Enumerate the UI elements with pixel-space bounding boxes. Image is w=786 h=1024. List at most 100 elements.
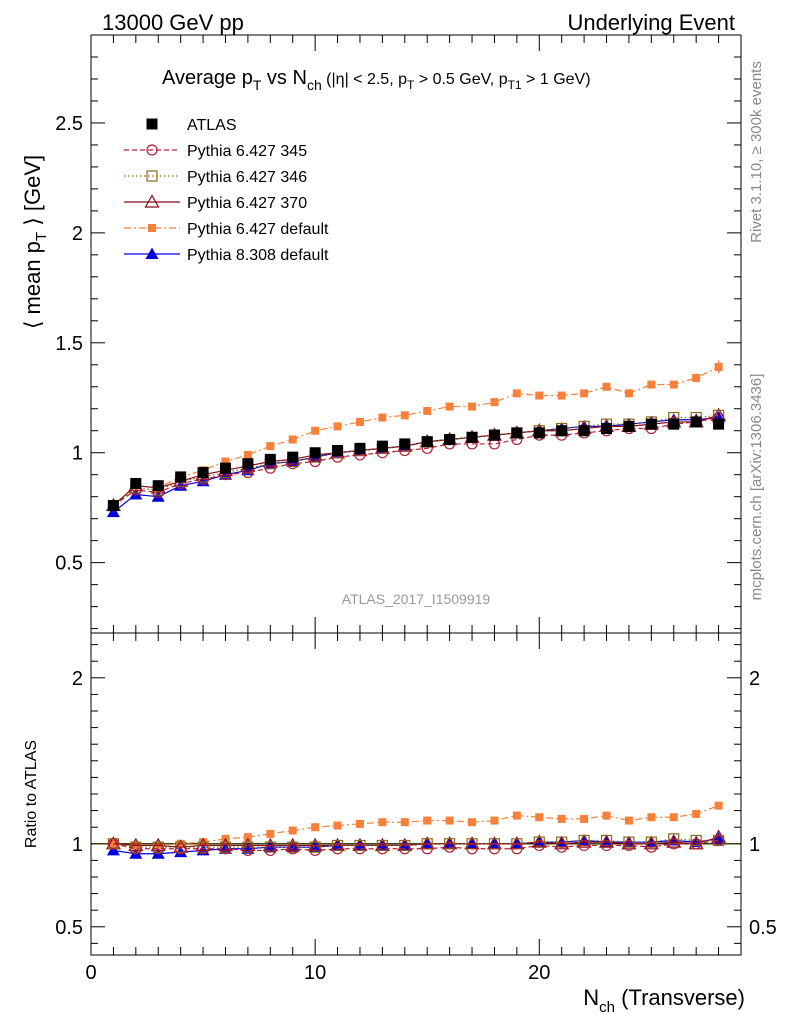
ratio-point — [532, 835, 546, 848]
main-y-tick-label: 2.5 — [55, 113, 83, 135]
ratio-point — [445, 816, 454, 825]
main-point — [197, 467, 209, 479]
ratio-point — [175, 843, 187, 855]
ratio-point — [400, 818, 409, 827]
legend-label: Pythia 6.427 345 — [187, 143, 307, 160]
ratio-point — [421, 843, 433, 855]
ratio-point — [624, 816, 633, 825]
ratio-point — [602, 811, 611, 820]
legend-label: ATLAS — [187, 117, 237, 134]
legend-label: Pythia 6.427 346 — [187, 169, 307, 186]
legend-item-atlas: ATLAS — [146, 117, 237, 134]
ratio-point — [333, 821, 342, 830]
main-line-pythia-6-427-default — [113, 366, 719, 506]
ratio-axis-ticks: 0.5 0.5 1 1 2 2 — [55, 644, 777, 944]
legend-item-pythia-8-308-default: Pythia 8.308 default — [124, 247, 329, 264]
ratio-point — [668, 838, 680, 850]
ratio-y-tick-label-right: 1 — [749, 834, 760, 856]
main-point — [355, 417, 364, 426]
main-point — [714, 362, 723, 371]
ratio-point — [444, 838, 456, 850]
main-point — [490, 398, 499, 407]
ratio-point — [621, 836, 637, 850]
main-point — [288, 435, 297, 444]
main-series-atlas — [107, 416, 725, 511]
ratio-point — [354, 839, 366, 852]
header-right: Underlying Event — [567, 10, 735, 35]
ratio-point — [174, 845, 188, 858]
main-point — [690, 416, 702, 428]
ratio-point — [578, 839, 590, 852]
main-point — [354, 442, 366, 454]
ratio-point — [465, 837, 479, 849]
x-axis-label: Nch (Transverse) — [583, 985, 745, 1016]
ratio-point — [331, 838, 345, 851]
ratio-point — [288, 826, 297, 835]
main-line-pythia-6-427-346 — [113, 414, 719, 506]
ratio-point — [399, 839, 411, 852]
ratio-series-layer — [91, 801, 741, 859]
ratio-point — [666, 834, 682, 848]
ratio-point — [399, 843, 411, 855]
main-point — [601, 423, 613, 435]
main-point — [512, 389, 521, 398]
ratio-point — [466, 838, 478, 850]
main-point — [488, 429, 500, 441]
main-point — [400, 411, 409, 420]
main-title: Average pT vs Nch (|η| < 2.5, pT > 0.5 G… — [162, 67, 591, 93]
main-y-axis-label: ⟨ mean pT ⟩ [GeV] — [20, 155, 50, 329]
main-point — [668, 418, 680, 430]
ratio-point — [511, 843, 523, 855]
ratio-point — [487, 837, 501, 849]
ratio-point — [398, 838, 412, 851]
ratio-point — [557, 814, 566, 823]
ratio-point — [264, 844, 276, 857]
main-point — [421, 436, 433, 448]
x-axis-ticks: 0 10 20 — [85, 35, 742, 984]
main-point — [243, 450, 252, 459]
ratio-point — [420, 837, 434, 849]
ratio-point — [580, 814, 589, 823]
ratio-point — [376, 843, 388, 855]
ratio-point — [309, 841, 321, 853]
ratio-point — [266, 829, 275, 838]
ratio-point — [219, 843, 232, 855]
main-point — [669, 380, 678, 389]
main-point — [175, 471, 187, 483]
x-tick-label: 10 — [304, 962, 326, 984]
ratio-point — [535, 813, 544, 822]
ratio-line-pythia-6-427-345 — [113, 839, 719, 852]
ratio-point — [490, 816, 499, 825]
main-point — [107, 499, 119, 511]
header-left: 13000 GeV pp — [102, 10, 244, 35]
ratio-point — [714, 801, 723, 810]
ratio-point — [240, 837, 256, 852]
ratio-point — [331, 843, 344, 855]
main-line-pythia-6-427-370 — [113, 414, 719, 506]
ratio-point — [669, 813, 678, 822]
ratio-point — [423, 816, 432, 825]
main-point — [535, 391, 544, 400]
ratio-point — [242, 844, 254, 857]
ratio-point — [647, 813, 656, 822]
ratio-line-pythia-6-427-370 — [113, 836, 719, 848]
ratio-point — [556, 841, 568, 853]
main-point — [221, 457, 230, 466]
main-point — [378, 413, 387, 422]
main-point — [692, 373, 701, 382]
main-point — [264, 453, 276, 465]
main-point — [218, 468, 232, 480]
ratio-point — [578, 834, 590, 847]
ratio-point — [488, 838, 501, 850]
main-point — [444, 434, 456, 446]
ratio-point — [623, 836, 635, 848]
main-y-tick-label: 0.5 — [55, 553, 83, 575]
ratio-point — [309, 844, 321, 857]
main-point — [557, 391, 566, 400]
ratio-y-tick-label: 1 — [72, 834, 83, 856]
ratio-point — [262, 837, 278, 852]
ratio-line-pythia-6-427-default — [113, 805, 719, 847]
ratio-point — [512, 811, 521, 820]
legend-marker — [146, 118, 158, 130]
main-point — [311, 426, 320, 435]
